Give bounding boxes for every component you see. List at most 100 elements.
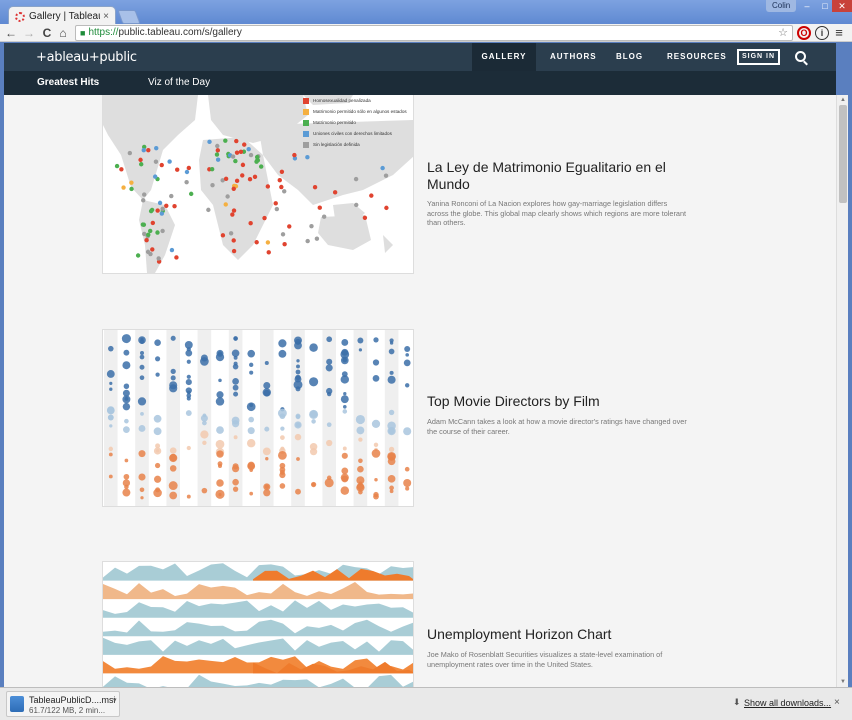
column-band <box>135 330 149 506</box>
tableau-public-logo[interactable]: +ableau+public <box>36 50 137 65</box>
map-dot <box>254 159 259 164</box>
director-film-dot <box>155 449 160 453</box>
map-dot <box>282 189 287 194</box>
director-film-dot <box>342 404 347 409</box>
director-film-dot <box>343 392 347 396</box>
subnav-viz-of-the-day[interactable]: Viz of the Day <box>148 77 211 88</box>
map-dot <box>188 191 194 197</box>
info-extension-icon[interactable]: i <box>815 26 829 40</box>
download-bar-close-icon[interactable]: × <box>834 697 840 708</box>
map-dot <box>231 248 237 254</box>
director-film-dot <box>138 425 146 432</box>
map-dot <box>282 241 287 247</box>
director-film-dot <box>324 478 334 488</box>
tab-close-icon[interactable]: × <box>103 11 109 22</box>
map-dot <box>265 240 271 245</box>
map-dot <box>146 232 151 237</box>
director-film-dot <box>139 354 145 360</box>
director-film-dot <box>341 452 348 459</box>
lock-icon: ■ <box>80 28 86 38</box>
download-item[interactable]: TableauPublicD....msi 61.7/122 MB, 2 min… <box>6 691 120 717</box>
legend-swatch <box>303 119 309 126</box>
minimize-button[interactable]: – <box>804 1 810 11</box>
director-film-dot <box>277 408 287 418</box>
director-film-dot <box>357 465 364 473</box>
director-film-dot <box>325 364 333 372</box>
sign-in-button[interactable]: SIGN IN <box>737 49 780 65</box>
bookmark-star-icon[interactable]: ☆ <box>778 27 788 39</box>
scroll-thumb[interactable] <box>839 105 847 203</box>
card-3-thumbnail[interactable] <box>102 561 414 687</box>
director-film-dot <box>109 381 113 386</box>
map-dot <box>231 208 237 213</box>
nav-blog[interactable]: BLOG <box>616 52 644 61</box>
director-film-dot <box>232 384 239 391</box>
director-film-dot <box>387 475 396 483</box>
director-film-dot <box>122 402 131 411</box>
window-titlebar: Gallery | Tableau Pub × Colin – □ ✕ <box>0 0 852 26</box>
home-button[interactable]: ⌂ <box>59 26 67 40</box>
show-all-downloads-link[interactable]: Show all downloads... <box>744 698 832 708</box>
legend-label: Matrimonio permitido <box>313 120 356 125</box>
page-scrollbar[interactable]: ▲ ▼ <box>836 95 848 687</box>
map-dot <box>309 223 314 229</box>
map-dot <box>174 255 179 260</box>
map-dot <box>135 253 141 258</box>
map-dot <box>228 231 234 236</box>
director-film-dot <box>326 336 333 343</box>
download-menu-arrow-icon[interactable]: ▾ <box>113 697 117 704</box>
browser-menu-icon[interactable]: ≡ <box>835 25 843 40</box>
director-film-dot <box>373 493 379 500</box>
reload-button[interactable]: C <box>42 26 52 40</box>
subnav-greatest-hits[interactable]: Greatest Hits <box>37 77 100 88</box>
map-dot <box>160 206 165 211</box>
director-film-dot <box>278 349 287 358</box>
director-film-dot <box>215 352 225 362</box>
map-dot <box>233 158 238 164</box>
director-film-dot <box>342 446 347 451</box>
director-film-dot <box>186 494 191 499</box>
installer-file-icon <box>10 696 24 712</box>
legend-swatch <box>303 97 309 104</box>
browser-tab[interactable]: Gallery | Tableau Pub × <box>8 6 116 26</box>
back-button[interactable]: ← <box>5 26 17 40</box>
nav-gallery[interactable]: GALLERY <box>472 43 536 71</box>
director-film-dot <box>154 462 161 469</box>
close-window-button[interactable]: ✕ <box>832 0 852 12</box>
card-2-thumbnail[interactable] <box>102 329 414 507</box>
card-1-title[interactable]: La Ley de Matrimonio Egualitario en el M… <box>427 159 666 192</box>
card-2-description: Adam McCann takes a look at how a movie … <box>427 417 687 436</box>
director-film-dot <box>357 337 364 344</box>
profile-name[interactable]: Colin <box>766 0 797 12</box>
card-1-thumbnail[interactable]: Homosexualidad penalizada Matrimonio per… <box>102 95 414 274</box>
map-dot <box>234 138 239 144</box>
card-2-title[interactable]: Top Movie Directors by Film <box>427 393 600 409</box>
director-film-dot <box>153 488 162 498</box>
director-film-dot <box>232 486 239 492</box>
director-film-dot <box>233 391 239 397</box>
scroll-down-arrow-icon[interactable]: ▼ <box>840 679 846 685</box>
map-dot <box>312 184 318 190</box>
map-dot <box>184 179 189 185</box>
director-film-dot <box>405 486 410 491</box>
card-3-title[interactable]: Unemployment Horizon Chart <box>427 626 612 642</box>
new-tab-button[interactable] <box>117 10 141 24</box>
nav-authors[interactable]: AUTHORS <box>550 52 597 61</box>
scroll-up-arrow-icon[interactable]: ▲ <box>840 97 846 103</box>
address-bar[interactable]: ■ https:// public.tableau.com/s/gallery … <box>75 25 793 41</box>
maximize-button[interactable]: □ <box>822 1 828 11</box>
director-film-dot <box>138 473 146 481</box>
director-film-dot <box>186 445 191 451</box>
column-band <box>166 330 180 506</box>
map-dot <box>248 221 253 226</box>
forward-button[interactable]: → <box>23 26 35 40</box>
map-dot <box>114 163 120 169</box>
map-dot <box>129 186 134 192</box>
director-film-dot <box>168 481 178 491</box>
director-film-dot <box>218 378 222 383</box>
nav-resources[interactable]: RESOURCES <box>667 52 727 61</box>
opera-extension-icon[interactable]: O <box>797 26 811 40</box>
director-film-dot <box>326 358 333 365</box>
director-film-dot <box>215 397 225 406</box>
search-icon[interactable] <box>795 51 806 62</box>
